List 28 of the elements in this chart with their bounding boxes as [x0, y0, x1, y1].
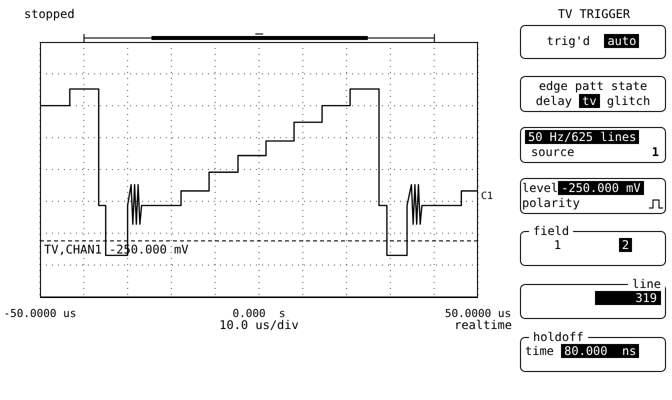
text: 319	[595, 291, 661, 305]
text: stopped	[24, 7, 75, 21]
text: 1	[554, 238, 562, 252]
text: level	[522, 181, 558, 195]
x-tick-label: 0.000 s	[232, 307, 286, 320]
text: time	[525, 344, 555, 358]
text: C1	[481, 191, 494, 202]
text: source	[531, 145, 574, 160]
x-tick-label: -50.0000 us	[4, 307, 76, 320]
text: polarity	[522, 196, 580, 211]
text: line	[631, 277, 662, 291]
text: delay	[536, 94, 572, 108]
text: -250.000 mV	[558, 181, 644, 195]
text: 1	[652, 145, 659, 160]
text: field	[532, 224, 570, 238]
text: glitch	[606, 94, 650, 108]
text: realtime	[453, 318, 512, 332]
x-tick-label: 50.0000 us	[444, 307, 512, 320]
text: trig'd	[546, 34, 590, 48]
text: TV TRIGGER	[556, 7, 632, 21]
text: edge patt state	[538, 79, 648, 94]
text: auto	[604, 34, 640, 48]
text: holdoff	[532, 330, 585, 344]
text: 50 Hz/625 lines	[525, 130, 640, 144]
text: 2	[618, 238, 632, 252]
text: 10.0 us/div	[219, 318, 299, 332]
text: tv	[579, 94, 600, 108]
text: 80.000 ns	[561, 344, 640, 358]
